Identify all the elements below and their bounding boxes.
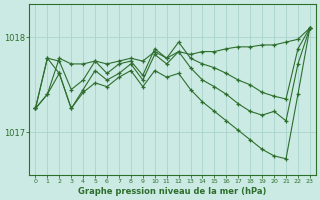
X-axis label: Graphe pression niveau de la mer (hPa): Graphe pression niveau de la mer (hPa) — [78, 187, 267, 196]
